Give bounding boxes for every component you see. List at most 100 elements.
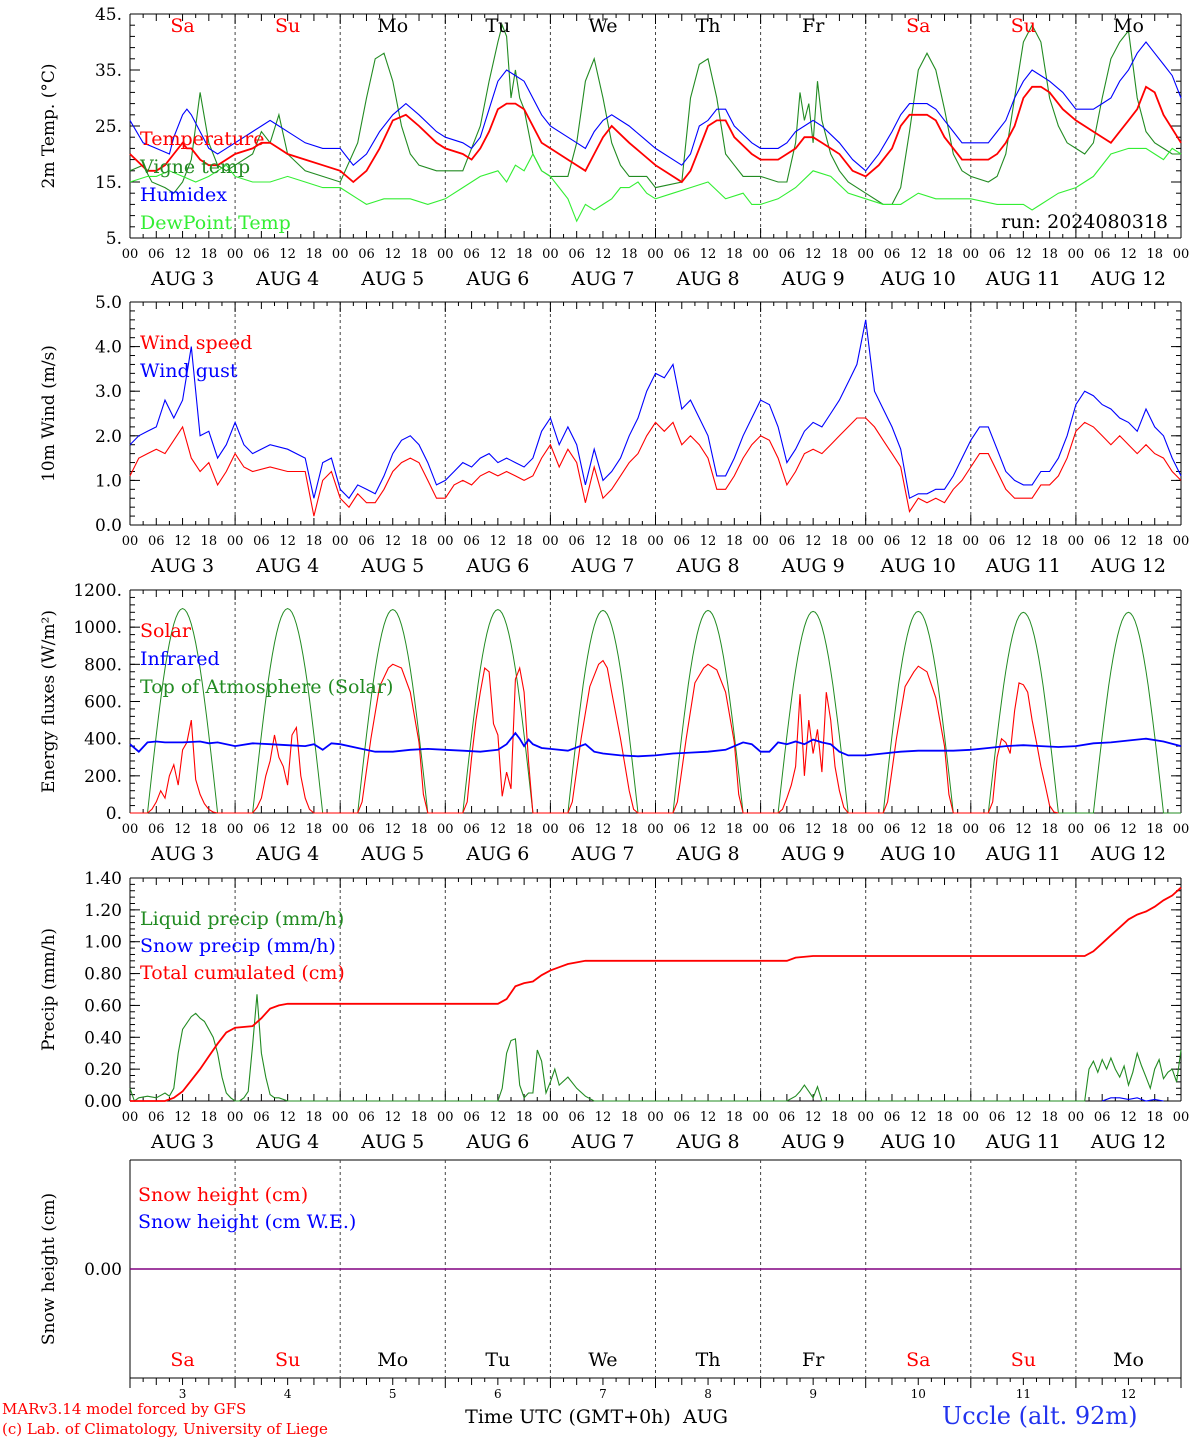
y-tick-label: 35. — [95, 61, 122, 81]
x-hour-label: 18 — [516, 1110, 533, 1125]
x-hour-label: 18 — [1146, 534, 1163, 549]
x-hour-label: 12 — [490, 1110, 507, 1125]
x-hour-label: 18 — [1041, 822, 1058, 837]
x-date-label: AUG 6 — [465, 1131, 529, 1153]
x-hour-label: 18 — [831, 534, 848, 549]
x-date-label: AUG 9 — [781, 555, 845, 577]
x-hour-label: 06 — [1094, 534, 1111, 549]
day-name: Sa — [170, 1349, 194, 1371]
x-hour-label: 00 — [1173, 822, 1190, 837]
x-hour-label: 00 — [122, 1110, 139, 1125]
y-tick-label: 1200. — [73, 581, 122, 601]
x-date-label: AUG 7 — [570, 1131, 634, 1153]
day-name: Sa — [906, 1349, 930, 1371]
x-hour-label: 00 — [1068, 247, 1085, 262]
day-number: 3 — [179, 1387, 187, 1401]
x-date-label: AUG 3 — [150, 1131, 214, 1153]
x-date-label: AUG 5 — [360, 1131, 424, 1153]
x-hour-label: 06 — [568, 534, 585, 549]
x-date-label: AUG 3 — [150, 268, 214, 290]
x-hour-label: 18 — [201, 1110, 218, 1125]
series-line-solar — [130, 659, 1059, 814]
x-hour-label: 18 — [726, 1110, 743, 1125]
x-hour-label: 18 — [516, 534, 533, 549]
x-hour-label: 00 — [437, 247, 454, 262]
series-line-snow-precip-mm-h- — [1102, 1097, 1164, 1102]
day-number: 11 — [1016, 1387, 1031, 1401]
x-hour-label: 18 — [411, 247, 428, 262]
x-hour-label: 00 — [752, 247, 769, 262]
x-hour-label: 00 — [227, 822, 244, 837]
x-hour-label: 12 — [805, 822, 822, 837]
x-hour-label: 12 — [910, 822, 927, 837]
y-tick-label: 1.20 — [84, 901, 122, 921]
y-tick-label: 1000. — [73, 618, 122, 638]
day-name: We — [588, 15, 617, 37]
x-hour-label: 12 — [595, 1110, 612, 1125]
x-date-label: AUG 3 — [150, 555, 214, 577]
x-date-label: AUG 8 — [676, 555, 740, 577]
x-date-label: AUG 12 — [1090, 1131, 1166, 1153]
x-hour-label: 18 — [306, 822, 323, 837]
x-date-label: AUG 12 — [1090, 268, 1166, 290]
y-tick-label: 25. — [95, 117, 122, 137]
x-hour-label: 18 — [726, 247, 743, 262]
x-hour-label: 00 — [332, 822, 349, 837]
run-label: run: 2024080318 — [1001, 211, 1168, 233]
x-hour-label: 00 — [647, 247, 664, 262]
x-hour-label: 18 — [306, 534, 323, 549]
x-hour-label: 06 — [568, 247, 585, 262]
x-hour-label: 00 — [857, 534, 874, 549]
x-hour-label: 12 — [279, 822, 296, 837]
series-line-humidex — [129, 41, 1182, 172]
y-tick-label: 0.60 — [84, 996, 122, 1016]
x-date-label: AUG 11 — [985, 843, 1061, 865]
x-hour-label: 06 — [463, 534, 480, 549]
series-line-total-cumulated-cm- — [130, 886, 1182, 1102]
x-hour-label: 12 — [384, 822, 401, 837]
y-tick-label: 800. — [84, 655, 122, 675]
x-hour-label: 00 — [227, 1110, 244, 1125]
day-name: Sa — [170, 15, 194, 37]
x-hour-label: 06 — [1094, 822, 1111, 837]
y-axis-title: 2m Temp. (°C) — [39, 63, 59, 188]
x-hour-label: 06 — [674, 822, 691, 837]
day-name: Th — [696, 15, 721, 37]
day-name: Tu — [485, 15, 510, 37]
x-hour-label: 00 — [752, 822, 769, 837]
x-hour-label: 06 — [358, 1110, 375, 1125]
x-hour-label: 12 — [1120, 822, 1137, 837]
x-hour-label: 06 — [674, 1110, 691, 1125]
x-hour-label: 12 — [1015, 534, 1032, 549]
day-number: 9 — [809, 1387, 817, 1401]
x-hour-label: 18 — [411, 534, 428, 549]
x-hour-label: 18 — [621, 1110, 638, 1125]
day-name: Fr — [802, 1349, 825, 1371]
x-hour-label: 06 — [463, 247, 480, 262]
day-number: 5 — [389, 1387, 397, 1401]
x-hour-label: 12 — [174, 247, 191, 262]
x-date-label: AUG 8 — [676, 268, 740, 290]
x-hour-label: 18 — [936, 822, 953, 837]
x-date-label: AUG 11 — [985, 555, 1061, 577]
x-hour-label: 00 — [963, 534, 980, 549]
x-date-label: AUG 5 — [360, 268, 424, 290]
x-hour-label: 12 — [279, 534, 296, 549]
x-hour-label: 00 — [752, 1110, 769, 1125]
legend-entry: Snow precip (mm/h) — [140, 935, 336, 957]
x-hour-label: 12 — [595, 534, 612, 549]
series-line-infrared — [129, 731, 1182, 758]
x-hour-label: 18 — [1041, 1110, 1058, 1125]
x-hour-label: 06 — [989, 1110, 1006, 1125]
legend-entry: Vigne temp — [139, 156, 250, 178]
x-hour-label: 18 — [621, 822, 638, 837]
day-name: Su — [1011, 15, 1036, 37]
x-hour-label: 00 — [1068, 822, 1085, 837]
day-name: Fr — [802, 15, 825, 37]
x-hour-label: 00 — [647, 1110, 664, 1125]
legend-entry: Infrared — [140, 648, 220, 670]
x-hour-label: 12 — [384, 247, 401, 262]
x-hour-label: 12 — [174, 822, 191, 837]
x-hour-label: 12 — [490, 822, 507, 837]
lab-credit: (c) Lab. of Climatology, University of L… — [2, 1420, 328, 1438]
